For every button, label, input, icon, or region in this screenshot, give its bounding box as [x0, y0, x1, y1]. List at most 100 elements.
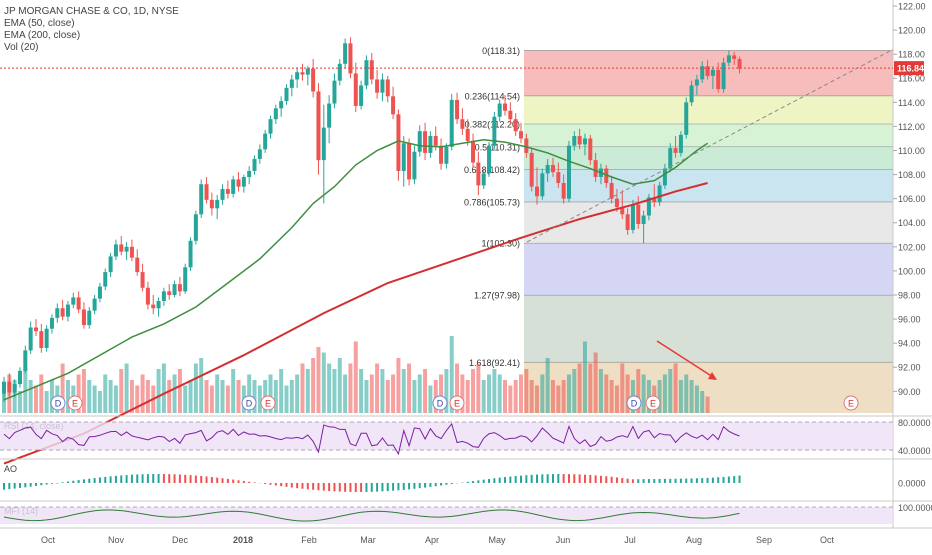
ao-bar	[541, 474, 543, 483]
candle-body	[2, 382, 6, 394]
ao-bar	[190, 475, 192, 483]
ao-bar	[360, 483, 362, 492]
rsi-tick-label: 80.0000	[898, 418, 931, 428]
candle-body	[338, 64, 342, 81]
fib-zone	[524, 170, 893, 202]
candle-body	[567, 146, 571, 199]
volume-bar	[418, 375, 422, 414]
ao-bar	[46, 483, 48, 484]
volume-bar	[535, 386, 539, 414]
earnings-marker-label: D	[55, 399, 62, 409]
ao-bar	[195, 476, 197, 483]
earnings-marker-label: D	[246, 399, 253, 409]
ao-bar	[611, 477, 613, 483]
volume-bar	[183, 386, 187, 414]
ao-bar	[174, 474, 176, 483]
volume-bar	[29, 380, 33, 413]
volume-bar	[98, 391, 102, 413]
ao-bar	[627, 479, 629, 483]
ao-bar	[227, 479, 229, 483]
candle-body	[29, 328, 33, 351]
volume-bar	[492, 369, 496, 413]
fib-level-label: 0.382(112.20)	[465, 120, 520, 130]
ao-bar	[238, 480, 240, 483]
time-axis-label: Sep	[756, 535, 772, 545]
ao-bar	[664, 479, 666, 483]
earnings-marker-label: E	[265, 399, 271, 409]
candle-body	[615, 199, 619, 207]
candle-body	[114, 244, 118, 256]
candle-body	[98, 287, 102, 299]
ao-bar	[78, 480, 80, 483]
volume-bar	[231, 369, 235, 413]
ao-bar	[72, 481, 74, 483]
candle-body	[258, 149, 262, 159]
volume-bar	[290, 380, 294, 413]
ao-bar	[184, 475, 186, 483]
indicator-volume-label[interactable]: Vol (20)	[4, 42, 179, 54]
fibonacci-retracement[interactable]: 0(118.31)0.236(114.54)0.382(112.20)0.5(1…	[464, 46, 893, 413]
volume-bar	[332, 369, 336, 413]
ao-bar	[488, 479, 490, 483]
candle-body	[466, 129, 470, 141]
ao-bar	[632, 479, 634, 483]
volume-bar	[386, 380, 390, 413]
ao-bar	[301, 483, 303, 489]
candle-body	[343, 43, 347, 63]
ao-tick-label: 0.0000	[898, 479, 926, 489]
ao-bar	[163, 474, 165, 483]
ao-bar	[701, 478, 703, 483]
ao-bar	[365, 483, 367, 492]
ao-bar	[451, 483, 453, 484]
ao-bar	[589, 475, 591, 483]
candle-body	[18, 371, 22, 384]
ao-bar	[264, 483, 266, 484]
ao-bar	[547, 474, 549, 483]
volume-bar	[199, 358, 203, 413]
volume-bar	[348, 364, 352, 414]
candle-body	[77, 297, 81, 309]
price-tick-label: 90.00	[898, 387, 921, 397]
candle-body	[439, 146, 443, 164]
candle-body	[594, 160, 598, 177]
ao-bar	[8, 483, 10, 489]
candle-body	[316, 91, 320, 160]
ao-bar	[531, 475, 533, 483]
ao-bar	[653, 479, 655, 483]
ao-bar	[707, 478, 709, 483]
ao-bar	[200, 476, 202, 483]
earnings-marker-label: E	[650, 399, 656, 409]
volume-bar	[93, 386, 97, 414]
candle-body	[610, 183, 614, 199]
volume-bar	[396, 358, 400, 413]
candle-body	[738, 59, 742, 69]
ao-bar	[131, 475, 133, 483]
ao-bar	[493, 478, 495, 483]
ao-bar	[88, 479, 90, 483]
candle-body	[524, 138, 528, 152]
ao-bar	[675, 479, 677, 483]
candle-body	[359, 85, 363, 105]
volume-bar	[364, 380, 368, 413]
symbol-title[interactable]: JP MORGAN CHASE & CO, 1D, NYSE	[4, 6, 179, 18]
candle-body	[7, 382, 11, 393]
fib-zone	[524, 202, 893, 243]
volume-bar	[519, 375, 523, 414]
ao-bar	[40, 483, 42, 485]
volume-bar	[578, 364, 582, 414]
volume-bar	[679, 380, 683, 413]
candle-body	[572, 136, 576, 146]
candle-body	[39, 331, 43, 348]
candle-body	[93, 299, 97, 311]
ao-bar	[285, 483, 287, 487]
fib-level-label: 1.27(97.98)	[474, 291, 520, 301]
ao-bar	[328, 483, 330, 491]
volume-bar	[162, 364, 166, 414]
price-tick-label: 118.00	[898, 50, 925, 60]
volume-bar	[343, 375, 347, 414]
indicator-ema50-label[interactable]: EMA (50, close)	[4, 18, 179, 30]
ao-bar	[717, 477, 719, 483]
indicator-ema200-label[interactable]: EMA (200, close)	[4, 30, 179, 42]
volume-bar	[173, 375, 177, 414]
ao-bar	[413, 483, 415, 489]
